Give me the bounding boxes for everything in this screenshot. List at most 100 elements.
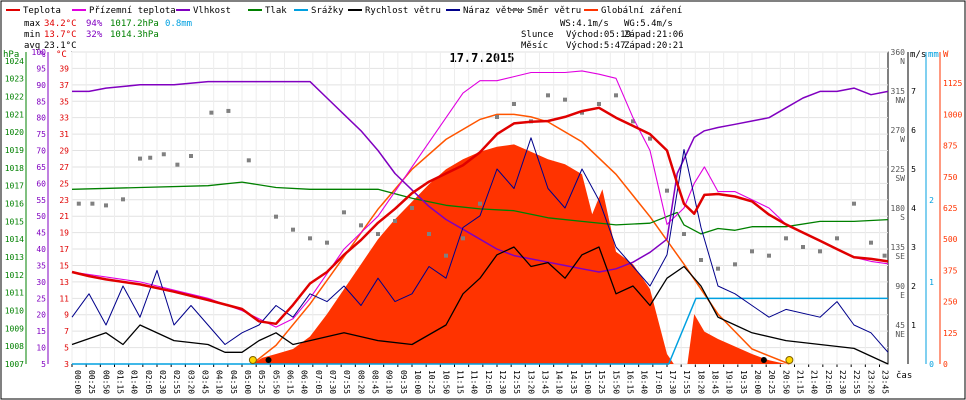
x-tick-label: 10:50 — [441, 370, 450, 394]
x-tick-label: 15:50 — [611, 370, 620, 394]
rain-axis-unit: mm — [928, 50, 939, 60]
x-tick-label: 19:10 — [725, 370, 734, 394]
wind-direction-point — [274, 214, 278, 219]
wind-direction-point — [716, 266, 720, 271]
legend-label-8: Globální záření — [601, 6, 682, 16]
x-tick-label: 11:40 — [470, 370, 479, 394]
radiation-tick-label: 125 — [943, 329, 958, 338]
wind-direction-point — [699, 258, 703, 262]
temperature-tick-label: 9 — [64, 311, 69, 320]
x-tick-label: 12:05 — [484, 370, 493, 394]
stats-max-label: max — [24, 19, 41, 29]
x-tick-label: 15:25 — [597, 370, 606, 394]
info-moon-rise: Východ:5:47 — [566, 41, 626, 51]
temperature-tick-label: 7 — [64, 327, 69, 336]
legend-label-3: Tlak — [265, 6, 287, 16]
pressure-tick-label: 1018 — [5, 164, 24, 173]
humidity-tick-label: 5 — [41, 360, 46, 369]
radiation-tick-label: 750 — [943, 173, 958, 182]
wind-direction-point — [478, 201, 482, 206]
wind-dir-compass-label: S — [900, 213, 905, 222]
wind-dir-tick-label: 45 — [895, 321, 905, 330]
temperature-tick-label: 39 — [59, 64, 69, 73]
pressure-tick-label: 1017 — [5, 182, 24, 191]
wind-direction-point — [546, 93, 550, 98]
stats-max-temp: 34.2°C — [44, 19, 77, 29]
legend-label-5: Rychlost větru — [365, 6, 441, 16]
x-tick-label: 02:30 — [158, 370, 167, 394]
rain-tick-label: 0 — [929, 360, 934, 369]
wind-direction-point — [189, 154, 193, 158]
x-tick-label: 13:20 — [526, 370, 535, 394]
wind-dir-tick-label: 225 — [891, 165, 906, 174]
wind-direction-point — [90, 201, 95, 206]
temperature-axis-unit: °C — [56, 50, 67, 60]
moonset-marker — [760, 357, 767, 363]
wind-speed-tick-label: 1 — [911, 321, 916, 330]
wind-direction-point — [818, 249, 822, 254]
wind-direction-point — [148, 155, 153, 160]
stats-min-humidity: 32% — [86, 30, 103, 40]
wind-direction-point — [226, 108, 231, 113]
wind-dir-tick-label: 315 — [891, 87, 906, 96]
x-tick-label: 04:10 — [215, 370, 224, 394]
wind-dir-tick-label: 270 — [891, 126, 906, 135]
wind-direction-point — [784, 236, 788, 241]
radiation-tick-label: 0 — [943, 360, 948, 369]
humidity-tick-label: 40 — [36, 245, 46, 254]
wind-axis-unit: m/s — [910, 50, 926, 60]
wind-direction-point — [308, 236, 312, 241]
wind-direction-point — [104, 203, 108, 208]
radiation-tick-label: 375 — [943, 266, 958, 275]
legend-label-4: Srážky — [311, 6, 344, 16]
rain-tick-label: 1 — [929, 278, 934, 287]
wind-direction-point — [767, 253, 771, 258]
humidity-axis-unit: % — [40, 50, 46, 60]
wind-direction-point — [461, 236, 465, 241]
x-tick-label: 09:35 — [399, 370, 408, 394]
series-layer — [71, 70, 889, 365]
temperature-tick-label: 15 — [59, 261, 69, 270]
wind-speed-tick-label: 3 — [911, 243, 916, 252]
legend: Teplota Přízemní teplota Vlhkost Tlak Srážky… — [6, 6, 682, 16]
x-tick-label: 07:05 — [314, 370, 323, 394]
x-tick-label: 21:40 — [810, 370, 819, 394]
x-tick-label: 07:55 — [342, 370, 351, 394]
wind-direction-point — [597, 102, 601, 106]
x-tick-label: 08:45 — [371, 370, 380, 394]
temperature-tick-label: 25 — [59, 179, 69, 188]
x-tick-label: 01:15 — [116, 370, 125, 394]
humidity-tick-label: 75 — [36, 130, 46, 139]
wind-dir-compass-label: W — [900, 135, 905, 144]
wind-direction-point — [648, 136, 652, 141]
wind-dir-compass-label: SW — [895, 174, 905, 183]
wind-dir-compass-label: NW — [895, 96, 905, 105]
x-tick-label: 16:40 — [640, 370, 649, 394]
humidity-tick-label: 35 — [36, 261, 46, 270]
x-tick-label: 22:55 — [852, 370, 861, 394]
humidity-tick-label: 70 — [36, 147, 46, 156]
pressure-tick-label: 1011 — [5, 289, 24, 298]
wind-dir-compass-label: E — [900, 291, 905, 300]
humidity-tick-label: 30 — [36, 278, 46, 287]
wind-direction-point — [359, 223, 363, 228]
x-tick-label: 20:50 — [781, 370, 790, 394]
humidity-tick-label: 85 — [36, 97, 46, 106]
stats-panel: max 34.2°C 94% 1017.2hPa 0.8mm min 13.7°… — [24, 19, 192, 51]
x-tick-label: 00:50 — [101, 370, 110, 394]
radiation-tick-label: 875 — [943, 142, 958, 151]
info-ws: WS:4.1m/s — [560, 19, 609, 29]
wind-direction-point — [291, 227, 295, 232]
x-tick-label: 06:40 — [300, 370, 309, 394]
humidity-tick-label: 10 — [36, 344, 46, 353]
temperature-tick-label: 19 — [59, 229, 69, 238]
x-tick-label: 10:25 — [427, 370, 436, 394]
wind-direction-point — [376, 232, 380, 236]
x-tick-label: 09:10 — [385, 370, 394, 394]
wind-speed-tick-label: 5 — [911, 165, 916, 174]
x-tick-label: 23:20 — [866, 370, 875, 394]
wind-direction-point — [665, 188, 669, 193]
temperature-tick-label: 27 — [59, 163, 69, 172]
x-tick-label: 12:55 — [512, 370, 521, 394]
